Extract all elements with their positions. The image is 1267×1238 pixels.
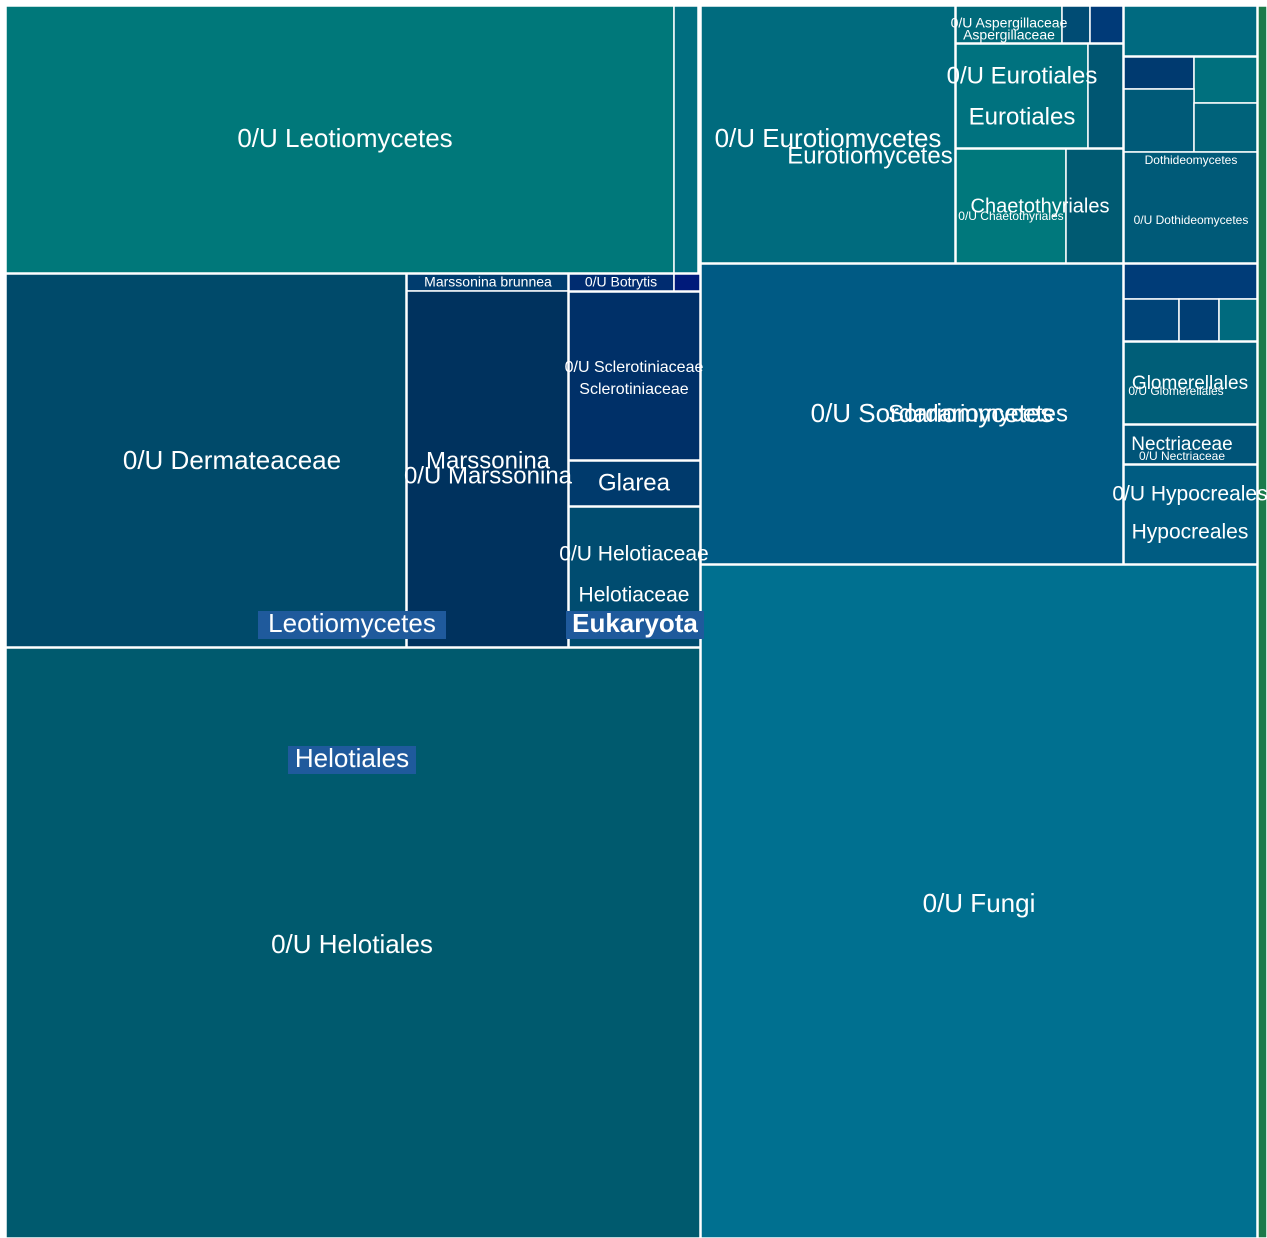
tile — [955, 5, 1063, 44]
label-bg — [566, 611, 704, 639]
label: 0/U Aspergillaceae — [951, 15, 1068, 31]
tile — [1123, 341, 1258, 425]
label: 0/U Dothideomycetes — [1134, 213, 1249, 227]
tile — [1089, 5, 1124, 44]
label: 0/U Dermateaceae — [123, 445, 341, 475]
tile — [700, 564, 1258, 1238]
tile — [1123, 263, 1258, 300]
label: 0/U Glomerellales — [1128, 384, 1223, 398]
label: 0/U Chaetothyriales — [958, 209, 1063, 223]
tile — [1123, 5, 1258, 57]
tile — [1193, 56, 1258, 104]
label: 0/U Eurotiomycetes — [715, 123, 942, 153]
tile — [1065, 148, 1124, 264]
tile — [568, 460, 701, 507]
label: Sordariomycetes — [888, 400, 1068, 427]
label: 0/U Helotiales — [271, 929, 433, 959]
tile — [673, 5, 699, 274]
tile — [1218, 298, 1258, 342]
tile — [5, 5, 675, 274]
label: Glomerellales — [1132, 373, 1248, 394]
label: 0/U Botrytis — [585, 274, 657, 290]
label: Dothideomycetes — [1145, 153, 1238, 167]
tile — [1123, 424, 1258, 465]
label-bg — [288, 746, 416, 774]
tile — [955, 148, 1067, 264]
label: Leotiomycetes — [268, 608, 436, 638]
label: Eurotiales — [969, 103, 1076, 130]
tile — [406, 290, 569, 648]
label: Chaetothyriales — [971, 195, 1110, 217]
label: 0/U Helotiaceae — [559, 543, 708, 566]
label: 0/U Nectriaceae — [1139, 449, 1225, 463]
tile — [700, 5, 956, 264]
tile — [1061, 5, 1091, 44]
label: Glarea — [598, 469, 671, 496]
tile — [1257, 5, 1267, 1238]
tile — [568, 291, 701, 461]
tile — [1087, 43, 1124, 149]
label: 0/U Marssonina — [404, 462, 573, 489]
tile — [1123, 88, 1195, 153]
label: Sclerotiniaceae — [579, 381, 689, 398]
label: 0/U Hypocreales — [1112, 483, 1267, 506]
label: 0/U Sordariomycetes — [811, 398, 1054, 428]
label: Eukaryota — [572, 608, 698, 638]
label: Hypocreales — [1132, 521, 1249, 544]
tile — [5, 273, 407, 648]
tile — [1123, 56, 1195, 90]
tile — [1178, 298, 1220, 342]
tile — [1123, 298, 1180, 342]
tile — [1123, 151, 1258, 264]
label: 0/U Leotiomycetes — [237, 123, 452, 153]
tile — [955, 43, 1089, 149]
label: 0/U Fungi — [923, 888, 1036, 918]
tile — [700, 263, 1124, 565]
label: Helotiaceae — [579, 584, 690, 607]
label: Marssonina brunnea — [424, 274, 552, 290]
label: Marssonina — [426, 447, 551, 474]
label: Helotiales — [295, 743, 409, 773]
tile — [673, 273, 701, 292]
label: 0/U Eurotiales — [947, 62, 1098, 89]
label: Nectriaceae — [1131, 434, 1232, 455]
tile — [1123, 464, 1258, 565]
label: Aspergillaceae — [963, 27, 1055, 43]
label-bg — [258, 611, 446, 639]
label: Eurotiomycetes — [787, 142, 952, 169]
tile — [1193, 102, 1258, 153]
label: 0/U Sclerotiniaceae — [565, 359, 704, 376]
